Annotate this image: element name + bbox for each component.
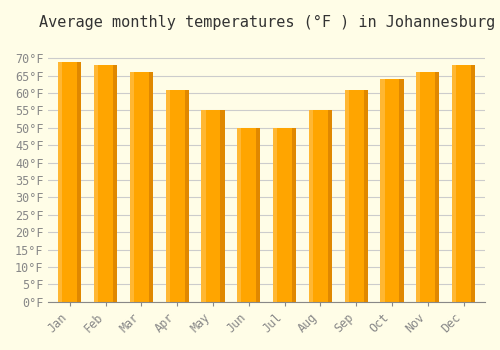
Bar	[58, 62, 82, 302]
Bar	[113, 65, 117, 302]
Bar	[344, 90, 368, 302]
Bar	[149, 72, 153, 302]
Bar	[94, 65, 98, 302]
Bar	[166, 90, 189, 302]
Bar	[452, 65, 475, 302]
Bar	[273, 128, 296, 302]
Bar	[202, 111, 205, 302]
Bar	[364, 90, 368, 302]
Title: Average monthly temperatures (°F ) in Johannesburg: Average monthly temperatures (°F ) in Jo…	[38, 15, 495, 30]
Bar	[308, 111, 313, 302]
Bar	[256, 128, 260, 302]
Bar	[94, 65, 118, 302]
Bar	[380, 79, 404, 302]
Bar	[237, 128, 260, 302]
Bar	[400, 79, 404, 302]
Bar	[471, 65, 475, 302]
Bar	[166, 90, 170, 302]
Bar	[273, 128, 277, 302]
Bar	[202, 111, 224, 302]
Bar	[416, 72, 420, 302]
Bar	[416, 72, 440, 302]
Bar	[344, 90, 348, 302]
Bar	[380, 79, 384, 302]
Bar	[130, 72, 153, 302]
Bar	[292, 128, 296, 302]
Bar	[308, 111, 332, 302]
Bar	[184, 90, 189, 302]
Bar	[78, 62, 82, 302]
Bar	[452, 65, 456, 302]
Bar	[328, 111, 332, 302]
Bar	[435, 72, 440, 302]
Bar	[237, 128, 242, 302]
Bar	[58, 62, 62, 302]
Bar	[130, 72, 134, 302]
Bar	[220, 111, 224, 302]
